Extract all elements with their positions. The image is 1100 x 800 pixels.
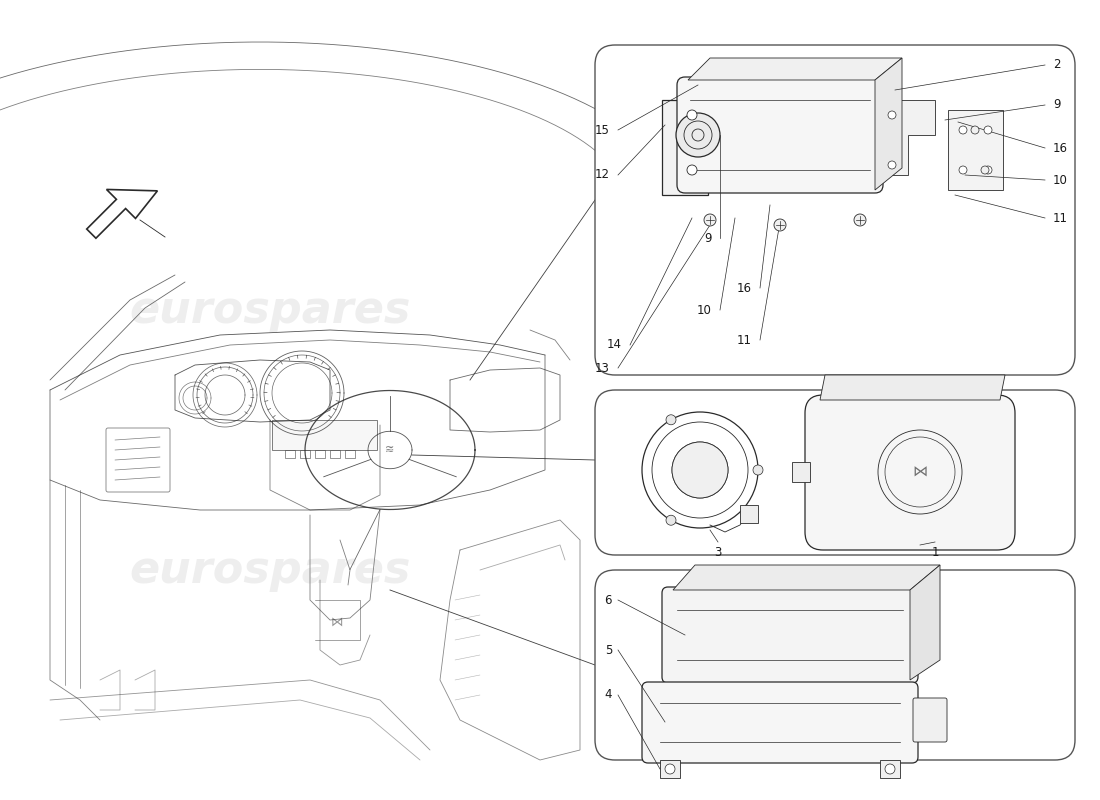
Circle shape	[959, 166, 967, 174]
Text: 14: 14	[607, 338, 621, 351]
Text: ⋈: ⋈	[912, 465, 927, 479]
Text: ≋: ≋	[385, 445, 395, 455]
Circle shape	[981, 166, 989, 174]
Text: 15: 15	[595, 123, 610, 137]
Text: 5: 5	[605, 643, 612, 657]
FancyBboxPatch shape	[676, 77, 883, 193]
Circle shape	[672, 442, 728, 498]
FancyBboxPatch shape	[595, 390, 1075, 555]
Circle shape	[888, 161, 896, 169]
Bar	[880, 760, 900, 778]
Text: 2: 2	[1053, 58, 1060, 71]
FancyBboxPatch shape	[662, 587, 918, 683]
Text: ⋈: ⋈	[331, 615, 343, 629]
Circle shape	[666, 515, 676, 526]
Text: eurospares: eurospares	[747, 196, 923, 224]
Text: 10: 10	[697, 303, 712, 317]
Polygon shape	[662, 100, 735, 195]
Circle shape	[666, 764, 675, 774]
Circle shape	[676, 113, 720, 157]
Text: 16: 16	[1053, 142, 1068, 154]
Bar	[285, 450, 295, 458]
Circle shape	[704, 214, 716, 226]
Circle shape	[754, 465, 763, 475]
Circle shape	[688, 110, 697, 120]
Text: eurospares: eurospares	[130, 289, 410, 331]
Circle shape	[888, 111, 896, 119]
Bar	[272, 420, 377, 450]
Bar	[315, 450, 324, 458]
Circle shape	[984, 166, 992, 174]
Polygon shape	[688, 58, 902, 80]
Bar	[345, 450, 355, 458]
FancyBboxPatch shape	[595, 570, 1075, 760]
Polygon shape	[673, 565, 940, 590]
FancyBboxPatch shape	[595, 45, 1075, 375]
Polygon shape	[874, 58, 902, 190]
Circle shape	[666, 414, 676, 425]
Circle shape	[886, 764, 895, 774]
Text: 11: 11	[737, 334, 752, 346]
Text: 11: 11	[1053, 211, 1068, 225]
Text: 10: 10	[1053, 174, 1068, 186]
Text: 16: 16	[737, 282, 752, 294]
Circle shape	[688, 165, 697, 175]
Circle shape	[774, 219, 786, 231]
Text: 1: 1	[932, 546, 938, 558]
Bar	[740, 505, 758, 523]
Text: eurospares: eurospares	[747, 446, 923, 474]
Text: eurospares: eurospares	[747, 646, 923, 674]
Text: 12: 12	[595, 169, 610, 182]
Text: 6: 6	[605, 594, 612, 606]
Bar	[330, 450, 340, 458]
FancyBboxPatch shape	[642, 682, 918, 763]
Circle shape	[854, 214, 866, 226]
Polygon shape	[910, 565, 940, 680]
Text: 13: 13	[595, 362, 610, 374]
Text: 3: 3	[714, 546, 722, 558]
Bar	[660, 760, 680, 778]
Circle shape	[984, 126, 992, 134]
Bar	[300, 450, 310, 458]
FancyBboxPatch shape	[805, 395, 1015, 550]
Bar	[792, 462, 810, 482]
Text: 9: 9	[1053, 98, 1060, 111]
Text: eurospares: eurospares	[130, 549, 410, 591]
Polygon shape	[860, 100, 935, 175]
Polygon shape	[87, 190, 157, 238]
Text: 9: 9	[704, 231, 712, 245]
Text: 4: 4	[605, 689, 612, 702]
Circle shape	[959, 126, 967, 134]
Circle shape	[971, 126, 979, 134]
Polygon shape	[820, 375, 1005, 400]
Polygon shape	[948, 110, 1003, 190]
FancyBboxPatch shape	[913, 698, 947, 742]
